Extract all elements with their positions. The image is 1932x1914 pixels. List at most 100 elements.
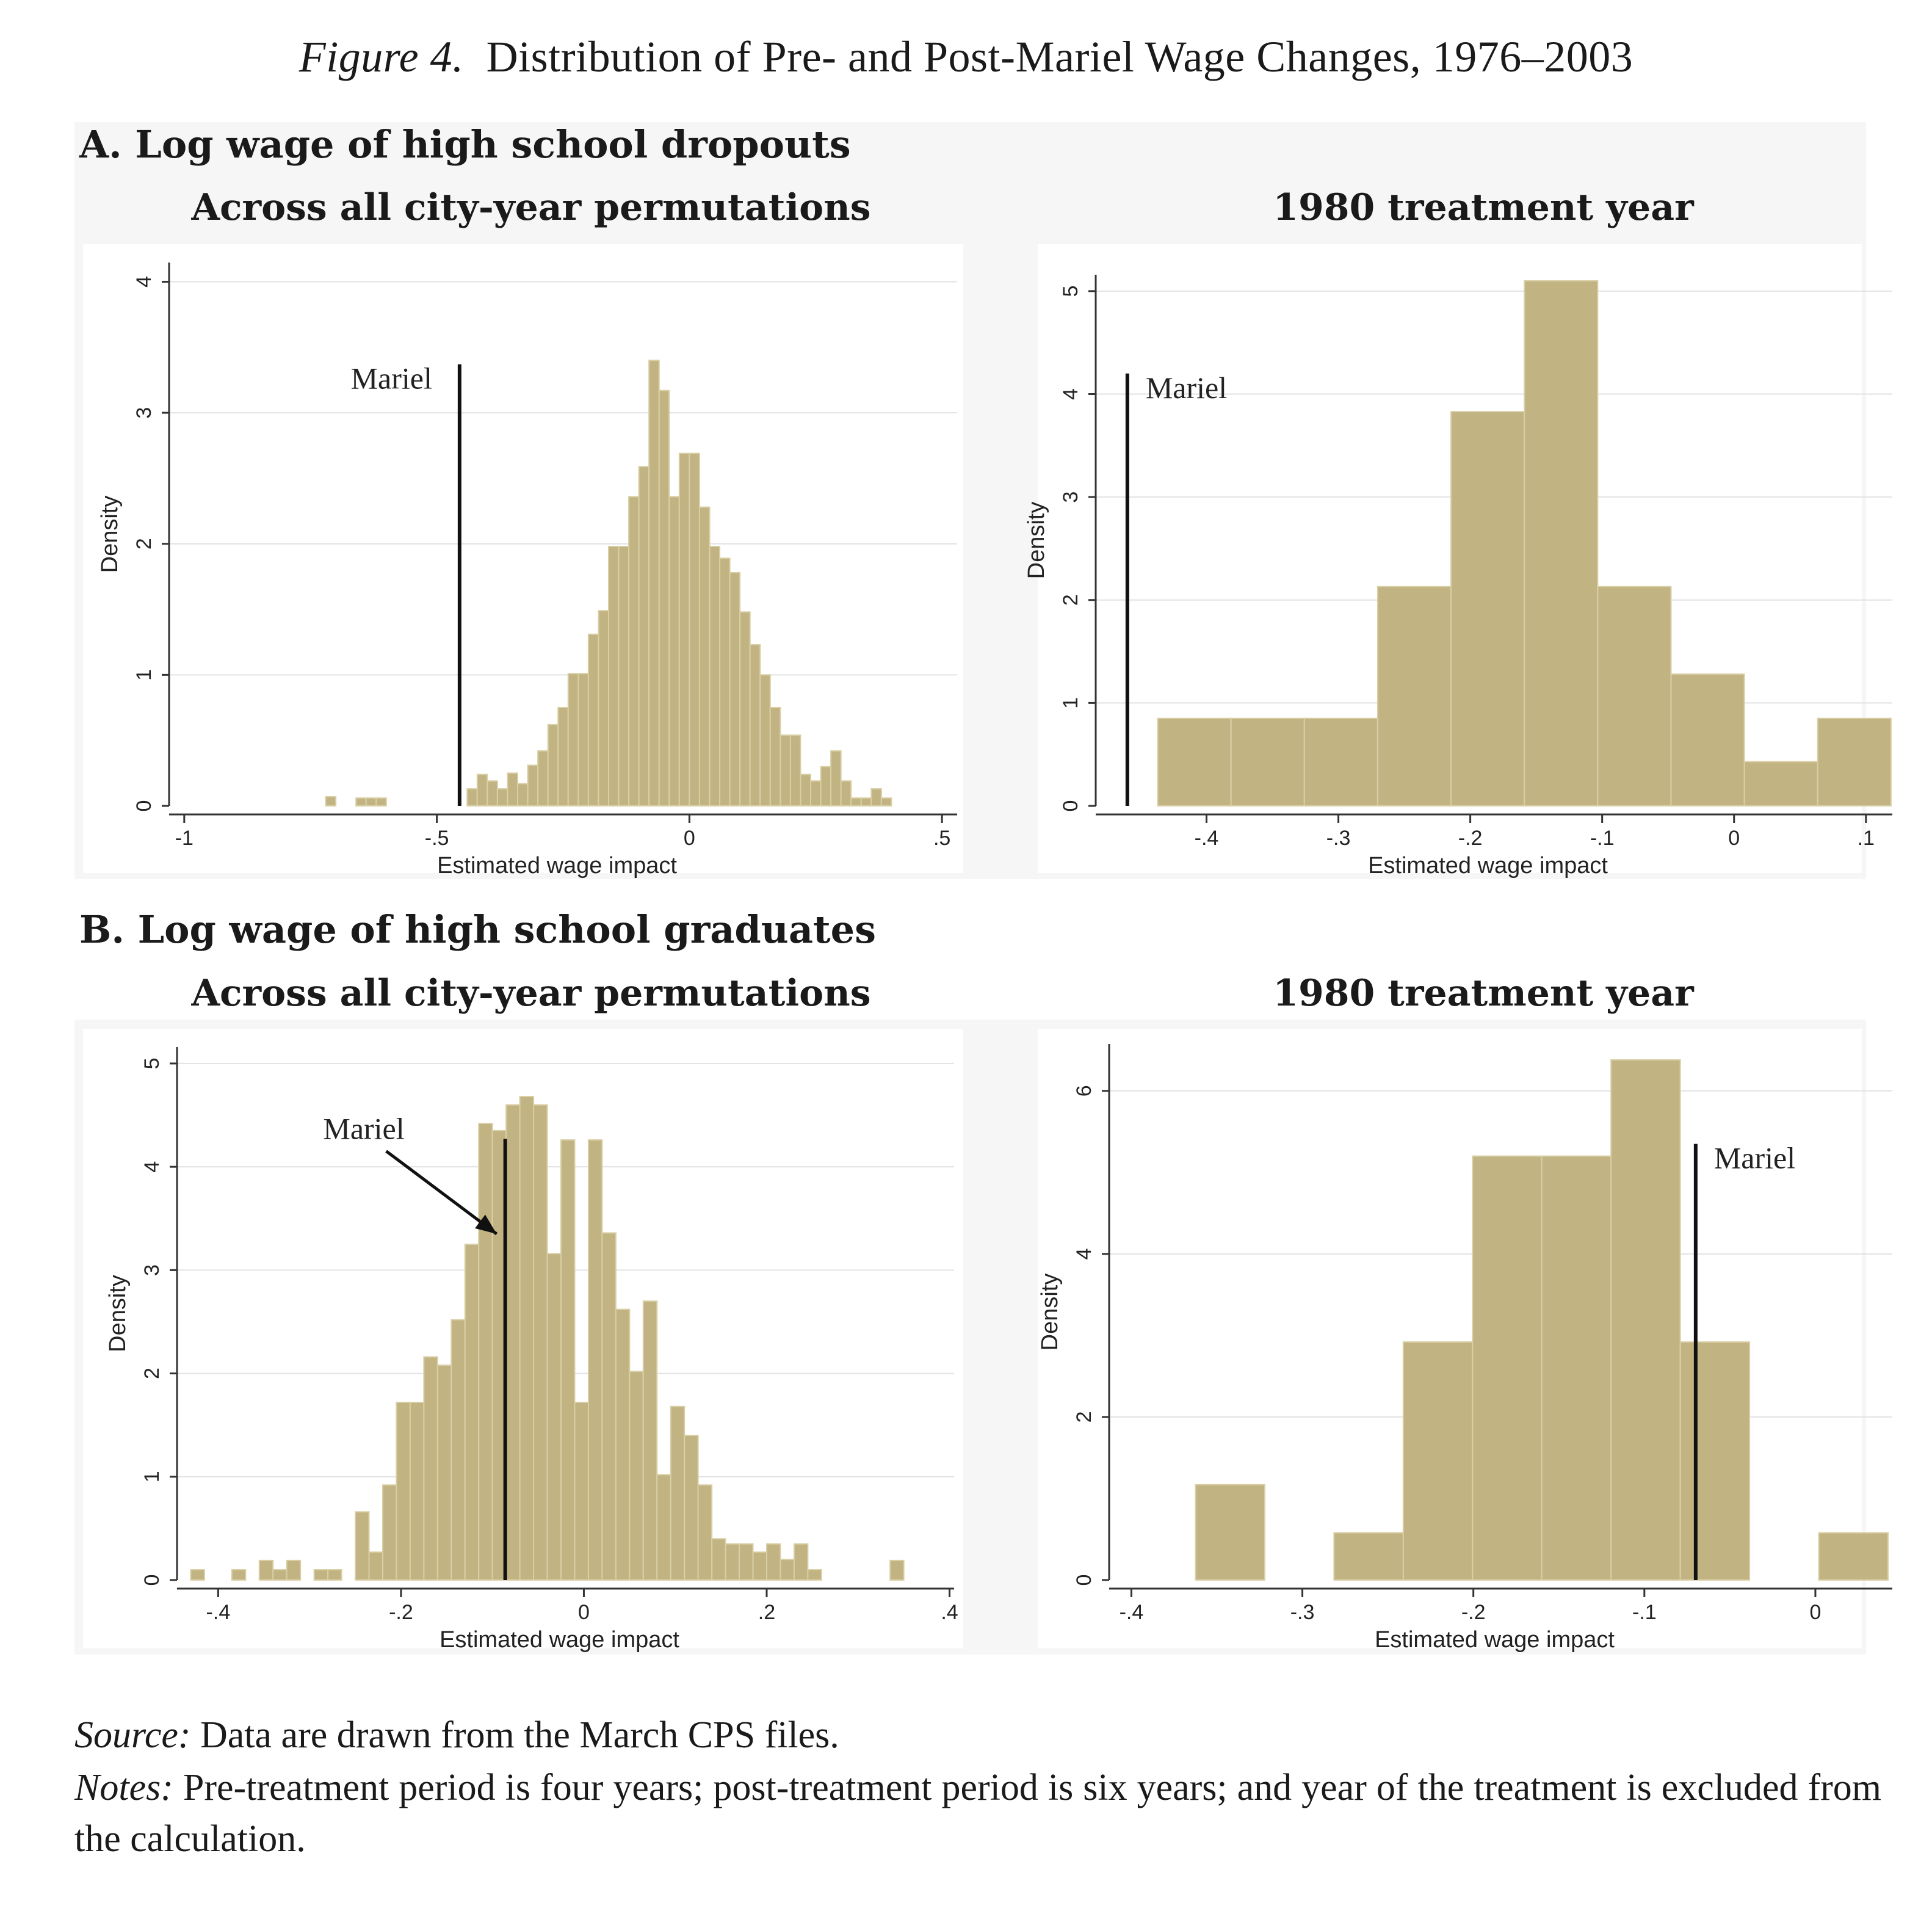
- histogram-bar: [1333, 1532, 1404, 1581]
- mariel-label: Mariel: [1146, 371, 1227, 405]
- y-tick-label: 4: [1059, 388, 1082, 400]
- chart-a1-plot-area: [83, 244, 963, 873]
- y-tick-label: 6: [1073, 1085, 1096, 1097]
- y-axis-label: Density: [97, 496, 123, 573]
- x-axis-label: Estimated wage impact: [437, 853, 677, 879]
- histogram-bar: [870, 788, 882, 807]
- y-tick-label: 2: [1073, 1411, 1096, 1423]
- x-tick-label: 0: [684, 827, 695, 850]
- chart-a1-subtitle: Across all city-year permutations: [191, 186, 871, 229]
- y-tick-label: 4: [140, 1161, 164, 1173]
- mariel-label: Mariel: [323, 1111, 404, 1145]
- histogram-bar: [325, 796, 337, 807]
- notes: Notes: Pre-treatment period is four year…: [74, 1762, 1881, 1865]
- x-tick-label: -.3: [1290, 1601, 1315, 1624]
- y-tick-label: 3: [140, 1264, 164, 1276]
- histogram-bar: [1670, 673, 1745, 807]
- y-tick-label: 5: [1059, 285, 1082, 297]
- x-tick-label: .1: [1858, 827, 1875, 850]
- histogram-bar: [1524, 280, 1599, 807]
- y-tick-label: 5: [140, 1057, 164, 1069]
- histogram-bar: [231, 1569, 247, 1581]
- y-tick-label: 1: [132, 669, 156, 681]
- histogram-bar: [190, 1569, 205, 1581]
- x-tick-label: 0: [1809, 1601, 1821, 1624]
- x-tick-label: -.4: [1195, 827, 1219, 850]
- histogram-bar: [1303, 717, 1378, 807]
- y-axis-label: Density: [105, 1275, 131, 1352]
- x-tick-label: -1: [175, 827, 194, 850]
- y-tick-label: 2: [140, 1368, 164, 1379]
- chart-b1-subtitle: Across all city-year permutations: [191, 972, 871, 1015]
- chart-a2-subtitle: 1980 treatment year: [1273, 186, 1694, 229]
- histogram-bar: [880, 797, 892, 807]
- x-tick-label: -.2: [1461, 1601, 1486, 1624]
- histogram-bar: [286, 1559, 302, 1581]
- x-tick-label: -.3: [1326, 827, 1351, 850]
- x-tick-label: -.2: [1458, 827, 1483, 850]
- source-note: Source: Data are drawn from the March CP…: [74, 1709, 1881, 1761]
- x-tick-label: -.4: [1120, 1601, 1144, 1624]
- y-tick-label: 3: [1059, 491, 1082, 503]
- notes-text: Pre-treatment period is four years; post…: [74, 1767, 1882, 1860]
- histogram-bar: [1472, 1155, 1543, 1581]
- source-text: Data are drawn from the March CPS files.: [200, 1714, 839, 1756]
- x-tick-label: -.4: [206, 1601, 231, 1624]
- figure-label: Figure 4.: [298, 32, 464, 81]
- panel-a-heading: A. Log wage of high school dropouts: [79, 122, 851, 167]
- y-tick-label: 1: [140, 1471, 164, 1482]
- y-tick-label: 3: [132, 407, 156, 419]
- y-tick-label: 4: [132, 276, 156, 288]
- histogram-bar: [697, 1484, 713, 1581]
- y-tick-label: 2: [132, 538, 156, 549]
- x-tick-label: .2: [758, 1601, 775, 1624]
- histogram-bar: [840, 780, 852, 807]
- y-tick-label: 4: [1073, 1248, 1096, 1260]
- mariel-label: Mariel: [351, 361, 432, 396]
- source-label: Source:: [74, 1714, 191, 1756]
- histogram-bar: [560, 1139, 576, 1581]
- mariel-arrowhead: [475, 1214, 497, 1234]
- y-axis-label: Density: [1024, 502, 1049, 579]
- y-tick-label: 0: [132, 800, 156, 812]
- histogram-bar: [789, 734, 801, 807]
- x-tick-label: 0: [578, 1601, 590, 1624]
- histogram-bar: [355, 1511, 370, 1581]
- notes-label: Notes:: [74, 1767, 173, 1808]
- x-tick-label: -.1: [1590, 827, 1615, 850]
- x-tick-label: .5: [933, 827, 950, 850]
- histogram-bar: [1818, 1532, 1889, 1581]
- x-tick-label: -.5: [425, 827, 449, 850]
- histogram-bar: [1817, 717, 1892, 807]
- histogram-bar: [1610, 1059, 1681, 1581]
- histogram-bar: [889, 1559, 905, 1581]
- x-tick-label: 0: [1728, 827, 1740, 850]
- y-axis-label: Density: [1037, 1274, 1063, 1351]
- chart-b2-subtitle: 1980 treatment year: [1273, 972, 1694, 1015]
- mariel-arrow: [385, 1150, 498, 1236]
- histogram-bar: [793, 1543, 809, 1581]
- y-tick-label: 2: [1059, 594, 1082, 606]
- x-tick-label: -.1: [1632, 1601, 1657, 1624]
- histogram-bar: [1402, 1341, 1474, 1581]
- x-axis-label: Estimated wage impact: [1368, 853, 1608, 879]
- y-tick-label: 0: [1073, 1575, 1096, 1586]
- histogram-bar: [642, 1300, 658, 1581]
- histogram-bar: [375, 797, 387, 807]
- histogram-bar: [1597, 585, 1672, 807]
- histogram-bar: [807, 1569, 822, 1581]
- figure-title: Figure 4. Distribution of Pre- and Post-…: [0, 32, 1932, 82]
- y-tick-label: 0: [1059, 800, 1082, 812]
- histogram-bar: [1377, 585, 1452, 807]
- figure-title-text: Distribution of Pre- and Post-Mariel Wag…: [486, 32, 1634, 81]
- x-tick-label: -.2: [389, 1601, 413, 1624]
- histogram-bar: [1195, 1484, 1265, 1581]
- histogram-bar: [1679, 1341, 1751, 1581]
- x-tick-label: .4: [941, 1601, 958, 1624]
- x-axis-label: Estimated wage impact: [1375, 1627, 1615, 1653]
- histogram-bar: [1230, 717, 1305, 807]
